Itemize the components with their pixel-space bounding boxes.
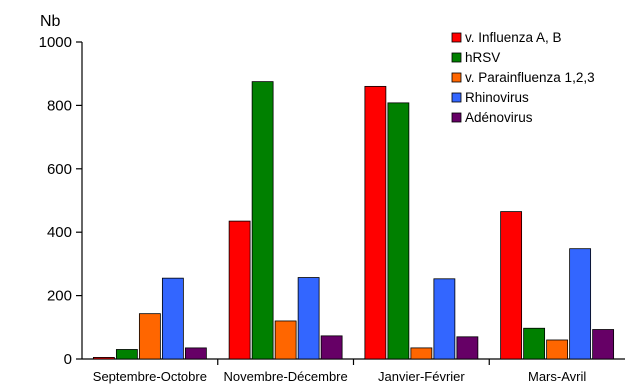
category-label: Janvier-Février	[378, 369, 465, 384]
bar	[274, 320, 297, 360]
legend-label: hRSV	[465, 50, 500, 65]
bar	[546, 339, 569, 360]
bar	[569, 248, 592, 360]
legend-label: Adénovirus	[465, 110, 533, 125]
y-tick-label: 800	[47, 97, 72, 114]
bar	[228, 220, 251, 360]
legend: v. Influenza A, B hRSV v. Parainfluenza 1,…	[451, 30, 595, 125]
legend-swatch	[451, 72, 462, 83]
legend-swatch	[451, 32, 462, 43]
y-tick-label: 200	[47, 288, 72, 305]
bar	[184, 347, 207, 360]
y-tick-label: 400	[47, 224, 72, 241]
bar	[138, 313, 161, 360]
y-axis-label: Nb	[40, 13, 61, 30]
bar	[410, 347, 433, 360]
legend-swatch	[451, 52, 462, 63]
bar	[320, 335, 343, 360]
bar	[387, 102, 410, 360]
y-tick-label: 1000	[39, 34, 72, 51]
legend-label: v. Influenza A, B	[465, 30, 562, 45]
category-label: Mars-Avril	[528, 369, 586, 384]
bar	[115, 349, 138, 360]
bar	[592, 329, 615, 360]
bar	[92, 357, 115, 360]
bar	[297, 277, 320, 360]
bar	[364, 85, 387, 360]
bar	[523, 327, 546, 360]
category-label: Novembre-Décembre	[223, 369, 347, 384]
plot-area: 0 200 400 600 800 1000 Septembre-Octobre Novemb…	[39, 34, 625, 384]
bar	[251, 81, 274, 360]
legend-swatch	[451, 112, 462, 123]
bar	[433, 278, 456, 360]
legend-label: Rhinovirus	[465, 90, 529, 105]
bar	[161, 277, 184, 360]
bar	[456, 336, 479, 360]
bar	[500, 211, 523, 360]
y-tick-label: 600	[47, 161, 72, 178]
category-label: Septembre-Octobre	[93, 369, 207, 384]
legend-label: v. Parainfluenza 1,2,3	[465, 70, 595, 85]
legend-swatch	[451, 92, 462, 103]
y-tick-label: 0	[64, 351, 72, 368]
